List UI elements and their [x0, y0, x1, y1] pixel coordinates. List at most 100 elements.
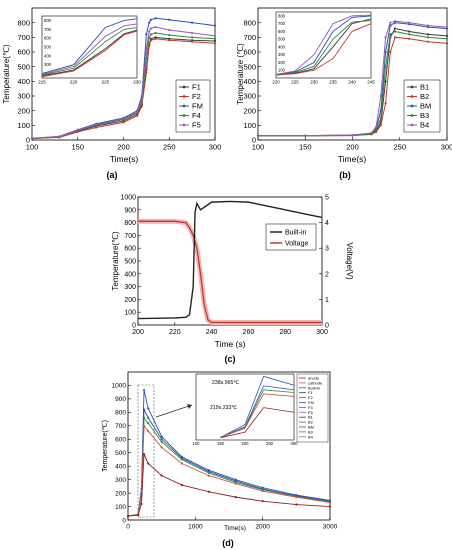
panel-c-series: [137, 200, 323, 325]
panel-d-xtick-label: 0: [126, 524, 130, 531]
panel-c-caption: (c): [225, 354, 236, 364]
panel-c: 200 220 240 260 280 3000100200300400500600700…: [111, 194, 354, 364]
panel-a-series-F1-point: [213, 39, 217, 43]
panel-b-series-B3-point: [384, 65, 387, 68]
panel-a-series-F2-point: [213, 42, 217, 45]
panel-a-inset-xtick-label: 225: [102, 80, 110, 85]
panel-d-legend-label: FM: [308, 400, 314, 405]
panel-c-xtick-label: 280: [279, 329, 291, 336]
panel-c-ytick-label: 900: [124, 207, 136, 214]
panel-b-series-B3-point: [393, 30, 397, 33]
panel-b-inset-ytick-label: 400: [278, 44, 286, 49]
panel-d-series-anode-line: [127, 453, 331, 517]
panel-d-ytick-label: 300: [115, 477, 126, 484]
panel-a-series-F2-point: [140, 105, 143, 108]
panel-a-inset-ytick-label: 500: [44, 45, 52, 50]
panel-b: 100 150 200 250 3000100200300400500600700800…: [236, 7, 452, 180]
panel-a-ytick-label: 200: [17, 106, 30, 115]
panel-a-inset-ytick-label: 700: [44, 27, 52, 32]
panel-a-ytick-label: 300: [17, 92, 30, 101]
panel-b-ytick-label: 700: [243, 33, 256, 42]
panel-d-legend-label: B1: [308, 415, 314, 420]
panel-c-xtick-label: 220: [169, 329, 181, 336]
panel-c-ytick-label: 200: [124, 297, 136, 304]
panel-c-y2tick-label: 0: [325, 323, 329, 330]
panel-b-legend-label: B2: [420, 92, 429, 101]
panel-c-axes: 200 220 240 260 280 3000100200300400500600700…: [120, 194, 329, 336]
panel-a-ytick-label: 500: [17, 62, 30, 71]
panel-d-series-cathode-point: [234, 482, 237, 485]
panel-b-inset-ytick-label: 100: [278, 68, 286, 73]
panel-d-series-cathode-point: [295, 496, 298, 499]
panel-b-legend-marker: [410, 114, 414, 117]
panel-c-ylabel: Temperature(℃): [111, 231, 120, 291]
panel-a-ytick-label: 0: [26, 136, 30, 145]
panel-b-series-B3-point: [427, 36, 430, 39]
panel-a-inset-frame: [41, 15, 138, 79]
panel-d-series-FM-point: [147, 416, 150, 419]
panel-a-series-FM-point: [154, 17, 157, 20]
panel-b-series-B4-point: [379, 94, 382, 98]
panel-a-series-F5-point: [94, 123, 98, 126]
panel-d-series: [126, 389, 332, 518]
panel-b-series-B4-line: [258, 20, 448, 137]
panel-b-inset-xtick-label: 240: [348, 80, 356, 85]
panel-b-series-B2-point: [427, 40, 430, 43]
panel-a-inset-series-F4-line: [41, 27, 138, 76]
panel-d-series-F4-point: [180, 458, 183, 461]
panel-a-legend-label: F1: [192, 83, 201, 92]
panel-b-series-B3-point: [379, 116, 382, 120]
panel-d-annotation-peak: 238s,965℃: [212, 380, 239, 386]
panel-d-ytick-label: 800: [115, 410, 126, 417]
panel-a-ylabel: Temperature(℃): [2, 44, 11, 104]
panel-c-ytick-label: 700: [124, 233, 136, 240]
panel-a-series-FM-point: [149, 18, 153, 21]
panel-c-y2tick-label: 1: [325, 297, 329, 304]
panel-b-series-B1-point: [408, 30, 411, 33]
panel-b-series-B4-point: [408, 21, 411, 24]
panel-d-series-F4-point: [207, 471, 210, 475]
panel-a-inset-ytick-label: 400: [44, 53, 52, 58]
panel-a-series-F2-point: [145, 71, 148, 74]
panel-d-ytick-label: 500: [115, 450, 126, 457]
panel-b-ylabel: Temperature (℃): [236, 43, 245, 105]
panel-d-series-anode-point: [328, 505, 332, 508]
panel-d-series-cathode-point: [180, 462, 183, 465]
panel-b-inset-ytick-label: 600: [278, 29, 286, 34]
panel-d-series-cathode-point: [160, 446, 163, 449]
panel-a-series-FM-point: [191, 21, 194, 24]
panel-d-series-F4-point: [142, 416, 146, 419]
panel-c-legend: [265, 223, 317, 251]
panel-b-legend-marker: [410, 123, 414, 127]
panel-d-series-anode-point: [140, 502, 143, 505]
panel-c-ytick-label: 600: [124, 246, 136, 253]
panel-a-inset-xtick-label: 230: [133, 80, 141, 85]
panel-b-series-B2-point: [408, 37, 411, 40]
panel-b-legend-marker: [410, 85, 414, 89]
panel-a-series-F4-point: [168, 34, 171, 37]
panel-b-series-B1-point: [393, 27, 397, 30]
panel-d-inset-frame: [195, 373, 295, 441]
panel-d-zoom-box: [137, 384, 155, 518]
panel-c-xtick-label: 260: [243, 329, 255, 336]
panel-d-inset-series-anode-line: [220, 407, 295, 439]
panel-c-legend-label: Built-in: [285, 230, 307, 237]
panel-c-ytick-label: 0: [132, 322, 136, 329]
panel-b-series-B4-point: [427, 24, 430, 27]
panel-d-axes: 0 1000 2000 3000 0 100 200 300 400 500 600 700 800 90…: [112, 383, 338, 531]
panel-b-xtick-label: 200: [346, 143, 359, 152]
panel-d-inset-xtick-label: 150: [217, 441, 225, 446]
panel-a-inset-ytick-label: 300: [44, 62, 52, 67]
panel-b-legend-label: B3: [420, 111, 429, 120]
panel-a-legend-marker: [182, 114, 186, 117]
panel-d-legend-label: F2: [308, 395, 313, 400]
panel-d-ytick-label: 0: [122, 517, 126, 524]
panel-c-y2label: Voltage(V): [345, 242, 354, 280]
panel-d-series-cathode-point: [142, 424, 146, 427]
panel-a-series-F5-point: [191, 31, 194, 35]
panel-a-legend-label: FM: [192, 102, 203, 111]
panel-b-series-B1-point: [427, 33, 430, 36]
panel-d-xtick-label: 2000: [255, 524, 270, 531]
